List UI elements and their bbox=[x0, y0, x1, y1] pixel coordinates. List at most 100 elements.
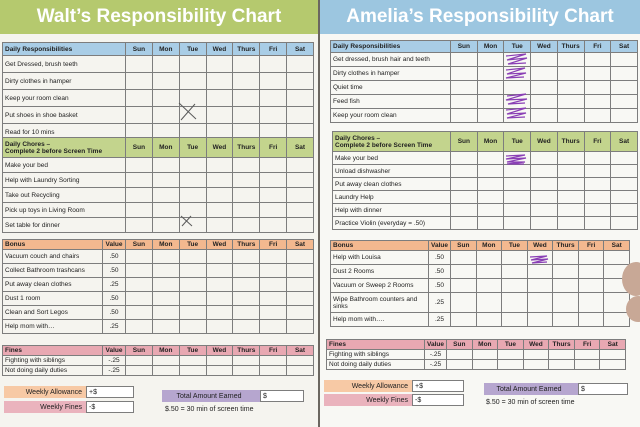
checkbox-cell[interactable] bbox=[501, 292, 528, 313]
checkbox-cell[interactable] bbox=[205, 319, 234, 334]
checkbox-cell[interactable] bbox=[610, 94, 638, 109]
checkbox-cell[interactable] bbox=[125, 172, 153, 188]
checkbox-cell[interactable] bbox=[151, 172, 180, 188]
checkbox-cell[interactable] bbox=[577, 250, 605, 265]
checkbox-cell[interactable] bbox=[125, 157, 153, 173]
checkbox-cell[interactable] bbox=[125, 365, 153, 376]
checkbox-cell[interactable] bbox=[577, 278, 605, 293]
checkbox-cell[interactable] bbox=[232, 72, 261, 90]
checkbox-cell[interactable] bbox=[151, 365, 180, 376]
checkbox-cell[interactable] bbox=[475, 250, 503, 265]
checkbox-cell[interactable] bbox=[522, 359, 550, 370]
checkbox-cell[interactable] bbox=[583, 190, 612, 204]
checkbox-cell[interactable] bbox=[450, 177, 478, 191]
checkbox-cell[interactable] bbox=[286, 157, 314, 173]
checkbox-cell[interactable] bbox=[178, 365, 207, 376]
checkbox-cell[interactable] bbox=[232, 305, 261, 320]
checkbox-cell[interactable] bbox=[450, 312, 477, 327]
checkbox-cell[interactable] bbox=[205, 202, 234, 218]
checkbox-cell[interactable] bbox=[286, 172, 314, 188]
checkbox-cell[interactable] bbox=[450, 203, 478, 217]
checkbox-cell[interactable] bbox=[286, 202, 314, 218]
checkbox-cell[interactable] bbox=[583, 108, 612, 123]
checkbox-cell[interactable] bbox=[286, 55, 314, 73]
checkbox-cell[interactable] bbox=[259, 305, 288, 320]
weekly-allowance-field[interactable]: +$ bbox=[412, 380, 464, 392]
checkbox-cell[interactable] bbox=[232, 249, 261, 264]
checkbox-cell[interactable] bbox=[503, 164, 532, 178]
checkbox-cell[interactable] bbox=[476, 177, 505, 191]
checkbox-cell[interactable] bbox=[610, 203, 638, 217]
checkbox-cell[interactable] bbox=[205, 157, 234, 173]
checkbox-cell[interactable] bbox=[259, 72, 288, 90]
checkbox-cell[interactable] bbox=[476, 108, 505, 123]
checkbox-cell[interactable] bbox=[476, 190, 505, 204]
checkbox-cell[interactable] bbox=[476, 203, 505, 217]
checkbox-cell[interactable] bbox=[151, 277, 180, 292]
checkbox-cell[interactable] bbox=[503, 177, 532, 191]
checkbox-cell[interactable] bbox=[503, 216, 532, 230]
checkbox-cell[interactable] bbox=[125, 291, 153, 306]
checkbox-cell[interactable] bbox=[205, 89, 234, 107]
checkbox-cell[interactable] bbox=[526, 292, 554, 313]
checkbox-cell[interactable] bbox=[286, 305, 314, 320]
checkbox-cell[interactable] bbox=[178, 263, 207, 278]
checkbox-cell[interactable] bbox=[556, 52, 585, 67]
checkbox-cell[interactable] bbox=[125, 72, 153, 90]
checkbox-cell[interactable] bbox=[232, 202, 261, 218]
checkbox-cell[interactable] bbox=[125, 217, 153, 233]
checkbox-cell[interactable] bbox=[530, 203, 558, 217]
checkbox-cell[interactable] bbox=[232, 187, 261, 203]
checkbox-cell[interactable] bbox=[526, 278, 554, 293]
checkbox-cell[interactable] bbox=[552, 292, 579, 313]
checkbox-cell[interactable] bbox=[259, 106, 288, 124]
checkbox-cell[interactable] bbox=[232, 263, 261, 278]
checkbox-cell[interactable] bbox=[556, 80, 585, 95]
checkbox-cell[interactable] bbox=[259, 291, 288, 306]
checkbox-cell[interactable] bbox=[151, 319, 180, 334]
checkbox-cell[interactable] bbox=[476, 164, 505, 178]
weekly-fines-field[interactable]: -$ bbox=[86, 401, 134, 413]
checkbox-cell[interactable] bbox=[125, 202, 153, 218]
checkbox-cell[interactable] bbox=[205, 355, 234, 366]
checkbox-cell[interactable] bbox=[552, 250, 579, 265]
checkbox-cell[interactable] bbox=[205, 187, 234, 203]
checkbox-cell[interactable] bbox=[286, 319, 314, 334]
checkbox-cell[interactable] bbox=[556, 177, 585, 191]
checkbox-cell[interactable] bbox=[583, 80, 612, 95]
checkbox-cell[interactable] bbox=[151, 157, 180, 173]
checkbox-cell[interactable] bbox=[232, 365, 261, 376]
checkbox-cell[interactable] bbox=[125, 187, 153, 203]
checkbox-cell[interactable] bbox=[178, 187, 207, 203]
checkbox-cell[interactable] bbox=[475, 312, 503, 327]
checkbox-cell[interactable] bbox=[286, 365, 314, 376]
checkbox-cell[interactable] bbox=[232, 172, 261, 188]
checkbox-cell[interactable] bbox=[259, 172, 288, 188]
checkbox-cell[interactable] bbox=[151, 202, 180, 218]
checkbox-cell[interactable] bbox=[450, 292, 477, 313]
checkbox-cell[interactable] bbox=[125, 89, 153, 107]
checkbox-cell[interactable] bbox=[610, 216, 638, 230]
checkbox-cell[interactable] bbox=[552, 278, 579, 293]
checkbox-cell[interactable] bbox=[475, 292, 503, 313]
checkbox-cell[interactable] bbox=[125, 263, 153, 278]
checkbox-cell[interactable] bbox=[552, 264, 579, 279]
checkbox-cell[interactable] bbox=[610, 190, 638, 204]
checkbox-cell[interactable] bbox=[232, 291, 261, 306]
checkbox-cell[interactable] bbox=[125, 319, 153, 334]
checkbox-cell[interactable] bbox=[548, 359, 575, 370]
checkbox-cell[interactable] bbox=[178, 172, 207, 188]
checkbox-cell[interactable] bbox=[476, 94, 505, 109]
checkbox-cell[interactable] bbox=[573, 359, 601, 370]
checkbox-cell[interactable] bbox=[501, 250, 528, 265]
checkbox-cell[interactable] bbox=[205, 263, 234, 278]
checkbox-cell[interactable] bbox=[501, 312, 528, 327]
checkbox-cell[interactable] bbox=[577, 312, 605, 327]
checkbox-cell[interactable] bbox=[577, 264, 605, 279]
checkbox-cell[interactable] bbox=[450, 151, 478, 165]
checkbox-cell[interactable] bbox=[526, 312, 554, 327]
checkbox-cell[interactable] bbox=[151, 55, 180, 73]
checkbox-cell[interactable] bbox=[450, 52, 478, 67]
checkbox-cell[interactable] bbox=[583, 203, 612, 217]
checkbox-cell[interactable] bbox=[450, 250, 477, 265]
